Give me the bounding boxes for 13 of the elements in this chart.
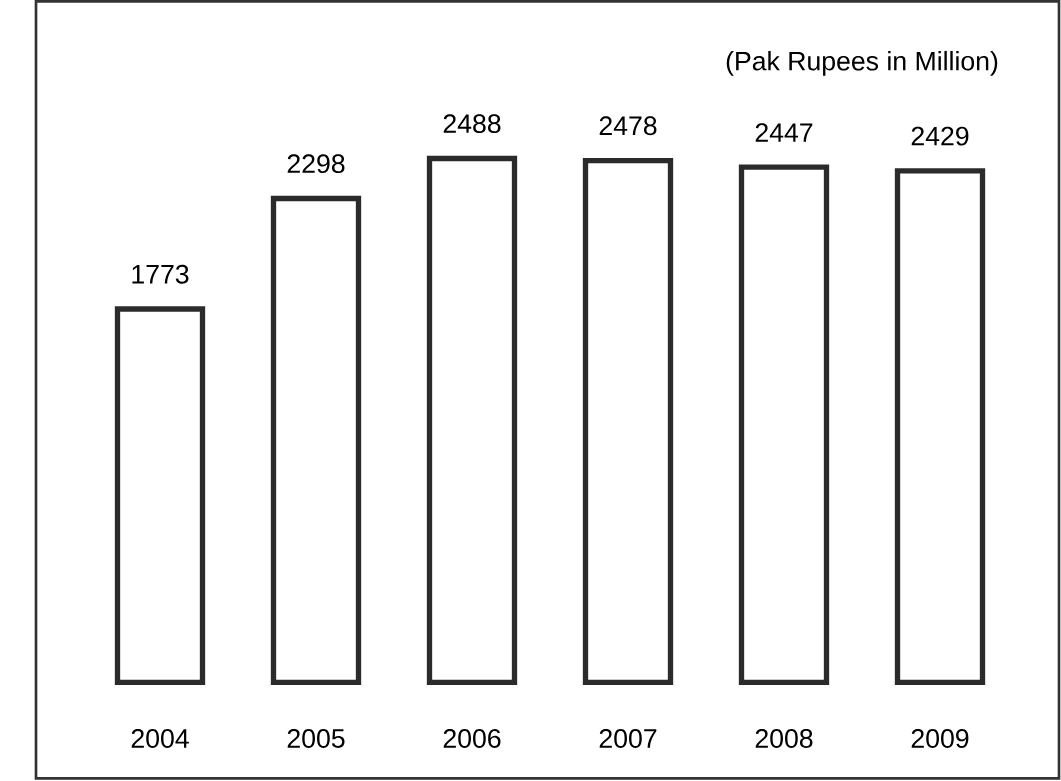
x-tick-label: 2006 xyxy=(443,728,501,748)
x-tick-label: 2009 xyxy=(911,728,969,748)
x-tick-label: 2007 xyxy=(599,728,657,748)
data-label: 2298 xyxy=(287,154,345,173)
data-label: 2488 xyxy=(443,114,501,133)
data-label: 1773 xyxy=(132,264,189,284)
x-tick-label: 2008 xyxy=(755,728,813,748)
data-label: 2429 xyxy=(911,126,969,146)
x-tick-label: 2004 xyxy=(131,728,189,748)
x-tick-label: 2005 xyxy=(287,728,345,748)
data-label: 2478 xyxy=(599,116,657,136)
data-label: 2447 xyxy=(755,122,813,142)
text: (Pak Rupees in Million) xyxy=(726,50,998,76)
